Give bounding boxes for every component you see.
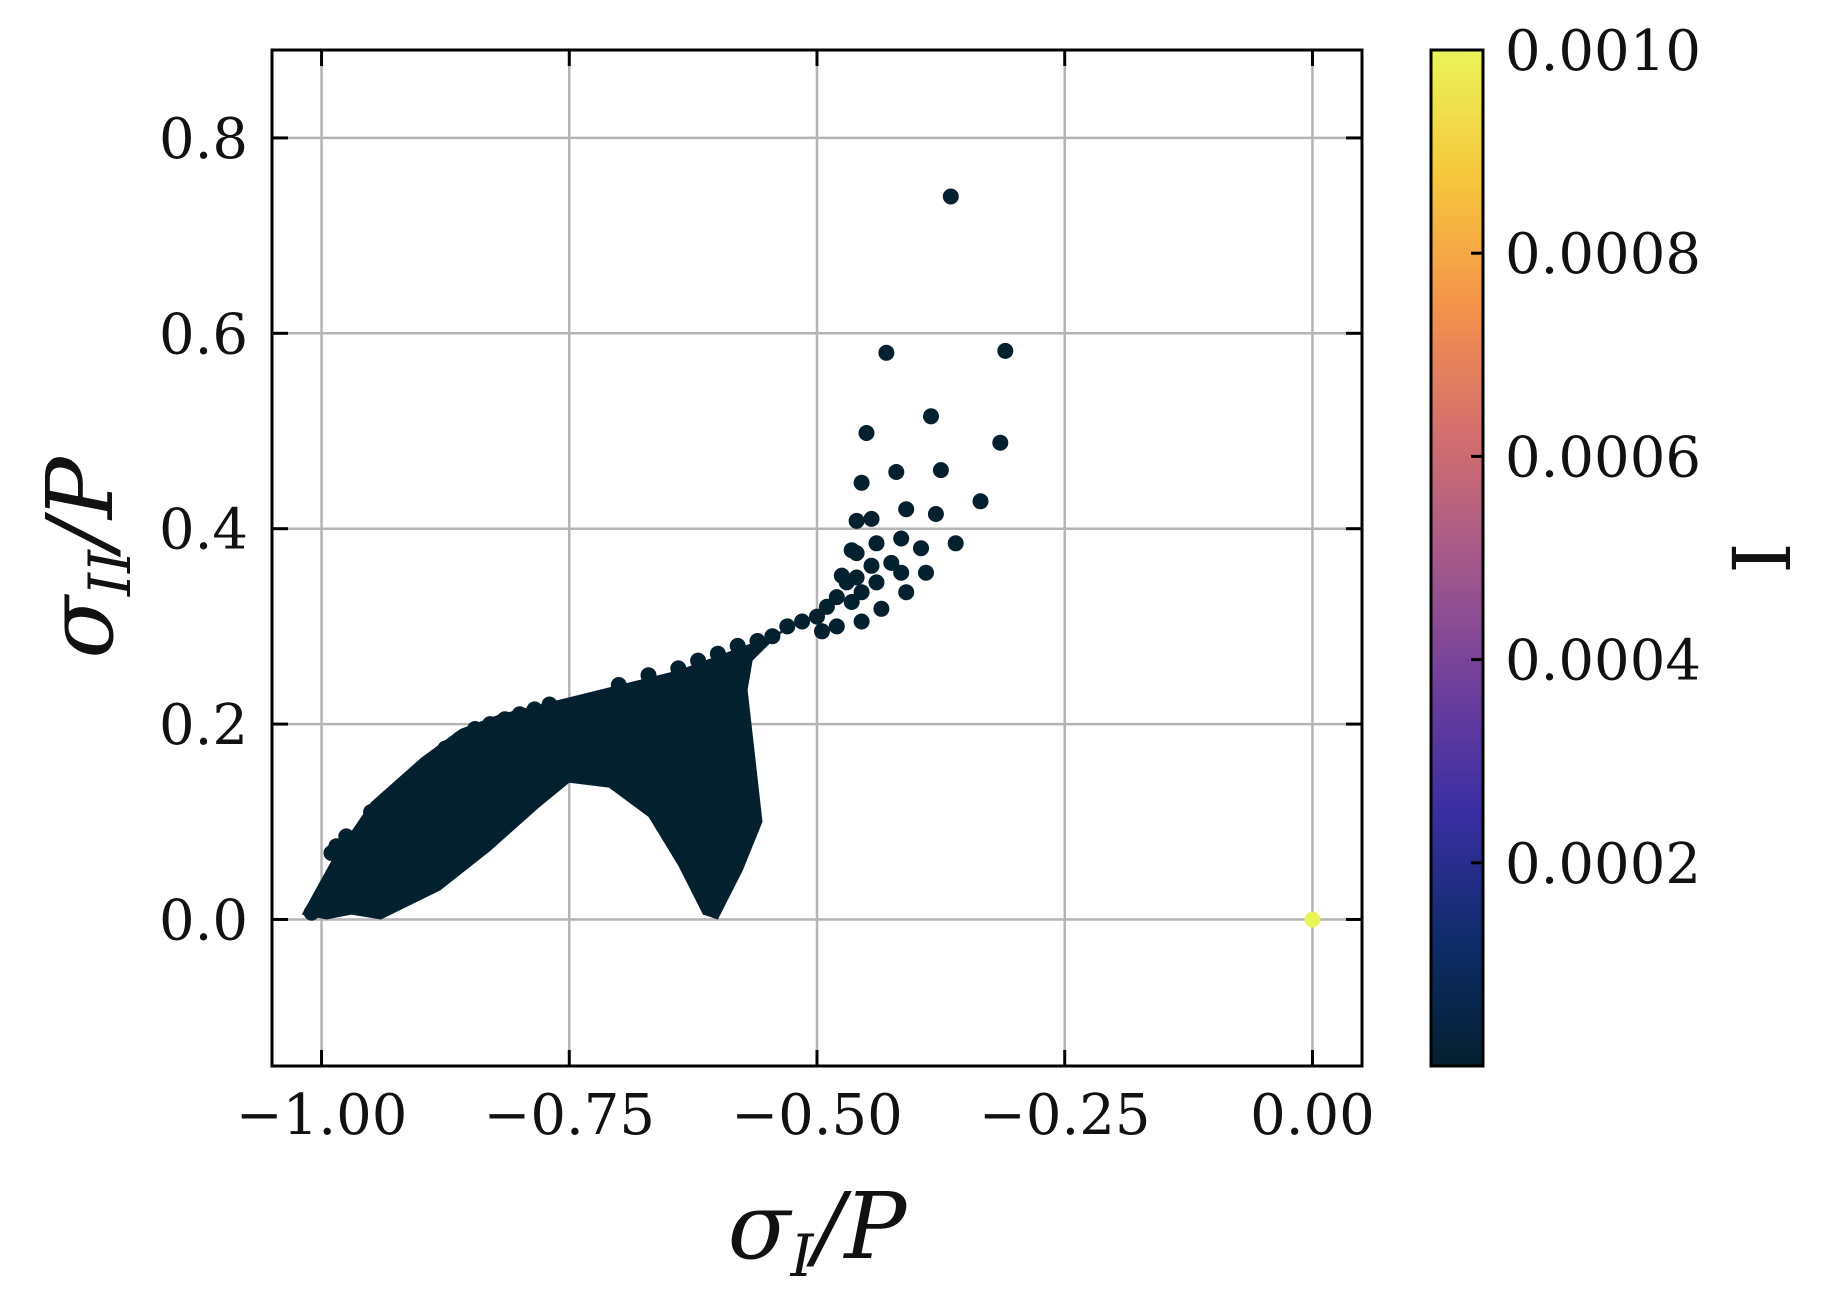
data-point <box>496 711 513 728</box>
colorbar-tick-label: 0.0002 <box>1505 832 1701 897</box>
data-point <box>868 574 885 591</box>
colorbar-tick-label: 0.0010 <box>1505 19 1701 84</box>
axis-label-symbol: σ <box>728 1173 793 1280</box>
data-point <box>749 633 766 649</box>
data-point <box>853 474 870 491</box>
data-point <box>467 721 484 737</box>
data-point <box>898 501 915 518</box>
colorbar: 0.0002 0.0004 0.0006 0.0008 0.0010 I <box>1429 19 1809 1068</box>
data-point <box>640 667 657 684</box>
data-point <box>412 779 429 796</box>
axis-label-text: σI/P <box>728 1173 909 1290</box>
x-tick-label: 0.00 <box>1250 1083 1375 1148</box>
data-point <box>729 637 746 654</box>
data-point <box>818 598 835 615</box>
data-point <box>997 342 1014 359</box>
data-point <box>427 764 444 781</box>
y-tick-label: 0.0 <box>159 888 248 953</box>
data-point <box>888 464 905 480</box>
data-point <box>992 434 1009 451</box>
data-point <box>303 904 320 921</box>
data-point <box>923 408 939 425</box>
colorbar-frame <box>1429 48 1485 1068</box>
data-point <box>397 804 414 820</box>
data-point <box>893 564 910 581</box>
x-axis-label: σI/P <box>728 1173 909 1290</box>
data-point <box>883 554 900 571</box>
data-point <box>942 188 959 205</box>
data-point <box>843 594 860 610</box>
data-point <box>452 730 469 747</box>
axis-label-suffix: /P <box>805 1173 908 1280</box>
data-point <box>541 696 558 713</box>
data-point <box>353 833 370 850</box>
data-point <box>328 838 345 855</box>
y-tick-label: 0.8 <box>159 107 248 172</box>
data-points <box>301 188 1321 928</box>
data-point <box>932 462 949 479</box>
y-tick-label: 0.2 <box>159 693 248 758</box>
data-point <box>853 584 870 601</box>
colorbar-label: I <box>1716 542 1809 574</box>
colorbar-gradient <box>1431 50 1483 1066</box>
data-point <box>848 512 865 529</box>
data-point <box>482 716 498 733</box>
data-point <box>809 608 825 625</box>
axis-ticks: −1.00 −0.75 −0.50 −0.25 0.00 0.0 0.2 0.4 0.6 0.8 <box>159 50 1375 1148</box>
y-axis-label: σII/P <box>27 455 144 659</box>
axis-label-suffix: /P <box>27 455 134 558</box>
axis-label-subscript: II <box>76 549 144 597</box>
data-point <box>828 618 845 635</box>
data-point <box>690 652 707 669</box>
data-point <box>392 784 409 801</box>
axis-label-subscript: I <box>789 1222 814 1290</box>
data-point <box>382 794 399 811</box>
x-tick-label: −0.75 <box>483 1083 655 1148</box>
data-point <box>610 677 627 693</box>
y-tick-label: 0.6 <box>159 302 248 367</box>
data-point <box>947 535 964 552</box>
data-point <box>511 706 528 723</box>
data-point <box>437 740 454 757</box>
data-point <box>1304 911 1321 928</box>
data-point <box>526 701 543 718</box>
data-point <box>858 425 875 441</box>
axis-label-symbol: σ <box>27 594 134 659</box>
data-point <box>368 813 384 830</box>
data-point <box>873 600 890 617</box>
x-tick-label: −0.50 <box>731 1083 903 1148</box>
axis-label-text: σII/P <box>27 455 144 659</box>
colorbar-tick-label: 0.0008 <box>1505 222 1701 287</box>
data-point <box>794 613 811 630</box>
data-point <box>338 828 355 845</box>
data-point <box>918 564 934 581</box>
y-tick-label: 0.4 <box>159 498 248 563</box>
data-point <box>764 628 781 645</box>
data-point <box>779 618 796 635</box>
x-tick-label: −0.25 <box>979 1083 1151 1148</box>
colorbar-tick-label: 0.0006 <box>1505 425 1701 490</box>
data-point <box>828 589 845 606</box>
data-point <box>868 535 885 552</box>
colorbar-tick-label: 0.0004 <box>1505 629 1701 694</box>
data-point <box>898 584 915 601</box>
data-point <box>863 510 880 527</box>
data-point <box>893 530 910 547</box>
data-point <box>972 493 989 510</box>
x-tick-label: −1.00 <box>236 1083 408 1148</box>
data-point <box>848 569 865 586</box>
dense-point-cloud <box>301 628 788 920</box>
data-point <box>814 623 830 640</box>
data-point <box>343 843 360 860</box>
data-point <box>878 344 895 361</box>
data-point <box>863 557 880 574</box>
data-point <box>853 613 870 630</box>
grid <box>272 50 1362 1066</box>
data-point <box>709 645 726 662</box>
data-point <box>913 540 929 557</box>
data-point <box>927 506 944 522</box>
data-point <box>848 545 865 562</box>
data-point <box>670 660 687 677</box>
